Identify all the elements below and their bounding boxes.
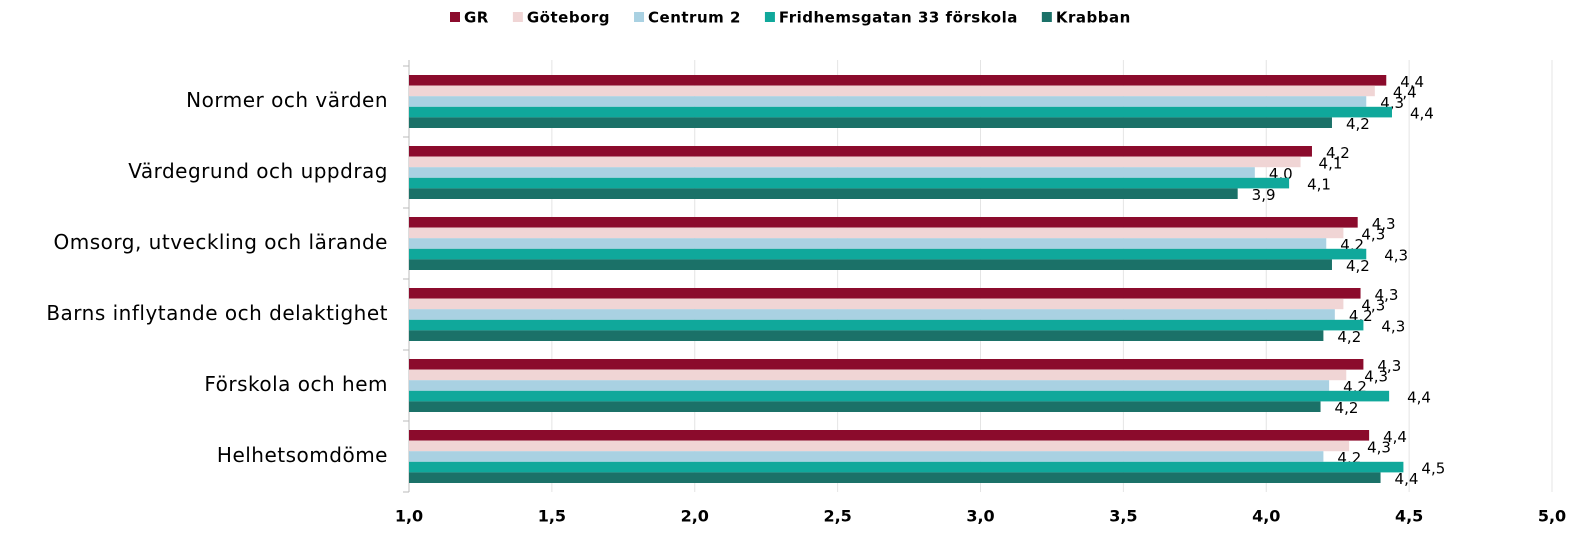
- bar: [409, 319, 1364, 331]
- bar: [409, 472, 1381, 483]
- bar: [409, 238, 1327, 249]
- value-label: 3,9: [1252, 186, 1276, 204]
- bar: [409, 188, 1238, 199]
- bar: [409, 117, 1332, 128]
- legend-label: GR: [464, 9, 489, 27]
- category-label: Normer och värden: [186, 88, 388, 112]
- value-label: 4,4: [1400, 73, 1424, 91]
- category-label: Värdegrund och uppdrag: [128, 159, 388, 183]
- legend-swatch: [764, 12, 775, 22]
- bar: [409, 298, 1344, 310]
- bar: [409, 380, 1330, 391]
- category-label: Förskola och hem: [204, 372, 388, 396]
- x-tick-label: 4,0: [1252, 507, 1280, 526]
- bar: [409, 106, 1392, 118]
- bar: [409, 75, 1387, 86]
- category-label: Helhetsomdöme: [217, 443, 388, 467]
- bar: [409, 440, 1350, 452]
- bar: [409, 309, 1335, 320]
- category-label: Omsorg, utveckling och lärande: [54, 230, 388, 254]
- value-label: 4,4: [1383, 428, 1407, 446]
- legend-label: Centrum 2: [648, 9, 741, 27]
- legend-swatch: [512, 12, 523, 22]
- value-label: 4,3: [1364, 367, 1388, 385]
- value-label: 4,4: [1395, 470, 1419, 488]
- value-label: 4,3: [1361, 225, 1385, 243]
- x-tick-label: 3,5: [1109, 507, 1137, 526]
- value-label: 4,4: [1410, 105, 1434, 123]
- value-label: 4,3: [1381, 318, 1405, 336]
- bar: [409, 177, 1290, 189]
- value-label: 4,3: [1367, 438, 1391, 456]
- legend-label: Krabban: [1056, 9, 1131, 27]
- value-label: 4,2: [1337, 328, 1361, 346]
- value-label: 4,4: [1393, 83, 1417, 101]
- x-tick-label: 5,0: [1538, 507, 1566, 526]
- x-tick-label: 3,0: [966, 507, 994, 526]
- legend-label: Fridhemsgatan 33 förskola: [779, 9, 1018, 27]
- value-label: 4,2: [1326, 144, 1350, 162]
- bar: [409, 369, 1347, 381]
- bar: [409, 430, 1370, 441]
- bar: [409, 156, 1301, 168]
- value-label: 4,3: [1372, 215, 1396, 233]
- bar: [409, 96, 1367, 107]
- value-label: 4,3: [1375, 286, 1399, 304]
- legend-swatch: [1041, 12, 1052, 22]
- value-label: 4,1: [1319, 154, 1343, 172]
- bar: [409, 227, 1344, 239]
- legend-swatch: [634, 12, 645, 22]
- bar: [409, 390, 1390, 402]
- bar: [409, 217, 1358, 228]
- bar: [409, 330, 1324, 341]
- bar: [409, 288, 1361, 299]
- value-label: 4,5: [1421, 460, 1445, 478]
- bar: [409, 359, 1364, 370]
- value-label: 4,2: [1346, 257, 1370, 275]
- bar: [409, 451, 1324, 462]
- value-label: 4,1: [1307, 176, 1331, 194]
- bar: [409, 248, 1367, 260]
- bar: [409, 167, 1255, 178]
- value-label: 4,3: [1384, 247, 1408, 265]
- legend-swatch: [450, 12, 460, 22]
- value-label: 4,2: [1335, 399, 1359, 417]
- x-tick-label: 4,5: [1395, 507, 1423, 526]
- value-label: 4,4: [1407, 389, 1431, 407]
- value-label: 4,3: [1361, 296, 1385, 314]
- x-tick-label: 1,0: [395, 507, 423, 526]
- value-label: 4,3: [1377, 357, 1401, 375]
- bar: [409, 401, 1321, 412]
- category-label: Barns inflytande och delaktighet: [46, 301, 388, 325]
- x-tick-label: 1,5: [538, 507, 566, 526]
- bar: [409, 259, 1332, 270]
- bar: [409, 85, 1375, 97]
- legend-label: Göteborg: [527, 9, 610, 27]
- x-tick-label: 2,0: [681, 507, 709, 526]
- value-label: 4,2: [1346, 115, 1370, 133]
- bar: [409, 461, 1404, 473]
- bar: [409, 146, 1312, 157]
- x-tick-label: 2,5: [823, 507, 851, 526]
